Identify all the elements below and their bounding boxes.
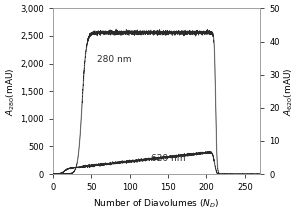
Y-axis label: $A_{620}$(mAU): $A_{620}$(mAU) <box>283 67 295 115</box>
Text: 280 nm: 280 nm <box>98 55 132 64</box>
Y-axis label: $A_{280}$(mAU): $A_{280}$(mAU) <box>5 67 17 115</box>
X-axis label: Number of Diavolumes ($N_D$): Number of Diavolumes ($N_D$) <box>93 198 220 210</box>
Text: 620 nm: 620 nm <box>151 154 186 163</box>
